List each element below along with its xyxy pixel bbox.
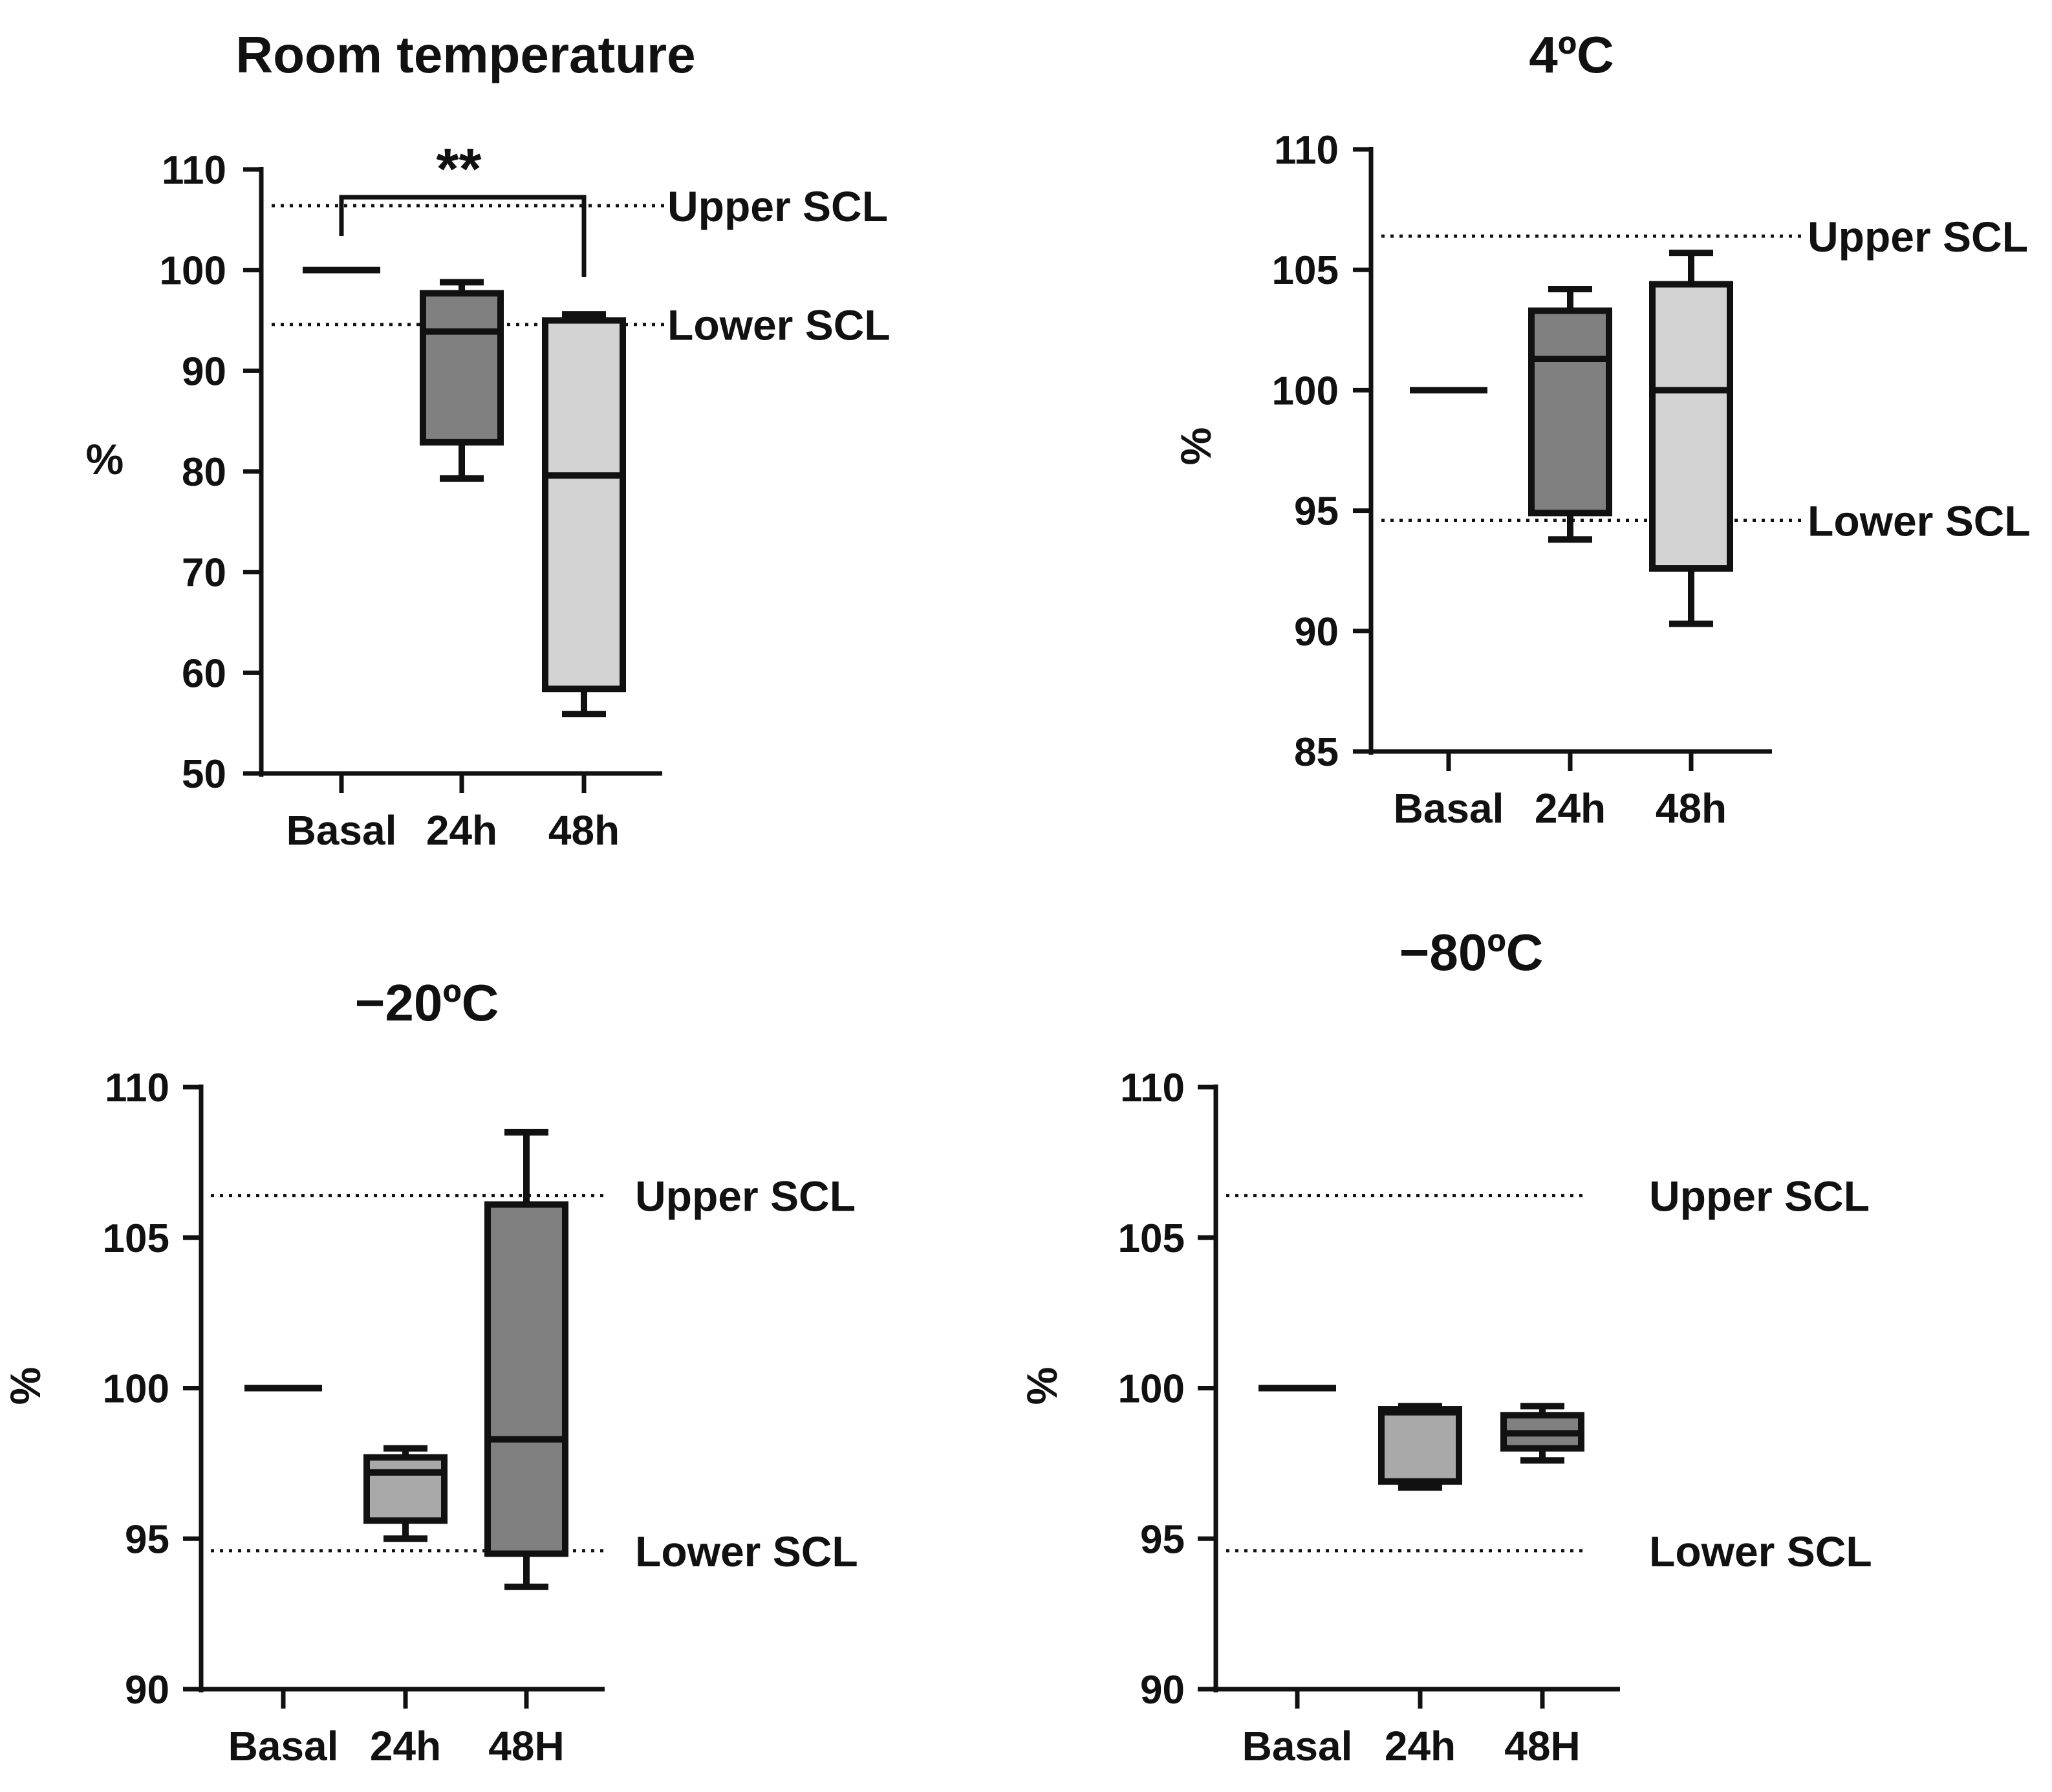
iqr-box: [420, 290, 504, 446]
x-tick-label: 48h: [548, 807, 620, 854]
reference-line-label: Lower SCL: [1649, 1528, 1872, 1575]
reference-line-label: Lower SCL: [667, 301, 891, 349]
box-48H: [484, 1128, 568, 1590]
chart-panel-1: Room temperature% 50 60 70 80 90 100 110 Basal 24…: [86, 26, 891, 854]
iqr-box: [542, 317, 626, 693]
x-tick-label: 48H: [488, 1723, 564, 1769]
x-tick-label: 24h: [426, 807, 497, 854]
y-tick-label: 110: [105, 1066, 169, 1110]
x-tick-label: 48h: [1656, 785, 1727, 832]
y-tick-label: 110: [1120, 1066, 1185, 1110]
reference-line-label: Lower SCL: [1808, 497, 2031, 545]
iqr-box: [1528, 307, 1612, 517]
box-24h: [1528, 285, 1612, 543]
iqr-box: [363, 1454, 448, 1524]
reference-line-label: Upper SCL: [1808, 213, 2028, 261]
y-tick-label: 80: [182, 450, 226, 495]
x-tick-label: Basal: [1242, 1723, 1353, 1769]
chart-title: −80ºC: [1399, 923, 1544, 981]
iqr-box: [1378, 1406, 1462, 1485]
reference-line-label: Upper SCL: [1649, 1172, 1870, 1220]
y-tick-label: 110: [1274, 128, 1339, 173]
chart-title: −20ºC: [355, 974, 499, 1031]
y-tick-label: 95: [125, 1517, 169, 1562]
y-axis-label: %: [1172, 427, 1220, 466]
significance-bracket: [339, 195, 587, 277]
x-tick-label: Basal: [1394, 785, 1504, 832]
x-tick-label: 48H: [1504, 1723, 1580, 1769]
y-tick-label: 105: [1118, 1216, 1185, 1261]
reference-line-label: Upper SCL: [635, 1172, 856, 1220]
y-tick-label: 110: [162, 148, 226, 193]
x-tick-label: 24h: [1385, 1723, 1456, 1769]
y-axis-label: %: [1018, 1367, 1066, 1405]
chart-panel-2: 4ºC% 85 90 95 100 105 110 Basal 24h 48h Upper SCL L…: [1172, 26, 2031, 832]
y-tick-label: 100: [160, 249, 226, 294]
y-tick-label: 95: [1140, 1517, 1185, 1562]
reference-line-label: Upper SCL: [667, 182, 888, 230]
y-tick-label: 90: [125, 1668, 169, 1712]
y-tick-label: 105: [103, 1216, 169, 1261]
y-axis-label: %: [1, 1367, 49, 1405]
y-tick-label: 70: [182, 551, 226, 596]
y-tick-label: 90: [182, 349, 226, 394]
y-tick-label: 50: [182, 752, 226, 797]
y-tick-label: 90: [1140, 1668, 1185, 1712]
y-tick-label: 60: [182, 651, 226, 696]
x-tick-label: 24h: [1535, 785, 1606, 832]
box-24h: [363, 1445, 448, 1542]
y-axis-label: %: [86, 435, 124, 483]
y-tick-label: 90: [1294, 610, 1339, 654]
chart-panel-4: −80ºC% 90 95 100 105 110 Basal 24h 48H Upper SCL L…: [1018, 923, 1872, 1769]
box-48H: [1500, 1403, 1584, 1464]
chart-panel-3: −20ºC% 90 95 100 105 110 Basal 24h 48H Upper SCL L…: [1, 974, 858, 1769]
y-tick-label: 100: [1272, 369, 1339, 413]
significance-label: **: [436, 137, 481, 202]
x-tick-label: Basal: [228, 1723, 339, 1769]
box-48h: [1649, 250, 1733, 627]
iqr-box: [1649, 281, 1733, 572]
y-tick-label: 100: [1118, 1367, 1185, 1412]
y-tick-label: 95: [1294, 490, 1339, 534]
x-tick-label: Basal: [286, 807, 397, 854]
y-tick-label: 105: [1272, 248, 1339, 293]
reference-line-label: Lower SCL: [635, 1528, 858, 1575]
y-tick-label: 85: [1294, 730, 1339, 775]
box-24h: [1378, 1403, 1462, 1491]
box-48h: [542, 311, 626, 718]
x-tick-label: 24h: [370, 1723, 441, 1769]
y-tick-label: 100: [103, 1367, 169, 1412]
chart-title: 4ºC: [1529, 26, 1614, 83]
iqr-box: [484, 1201, 568, 1557]
box-24h: [420, 279, 504, 482]
chart-title: Room temperature: [235, 26, 695, 83]
